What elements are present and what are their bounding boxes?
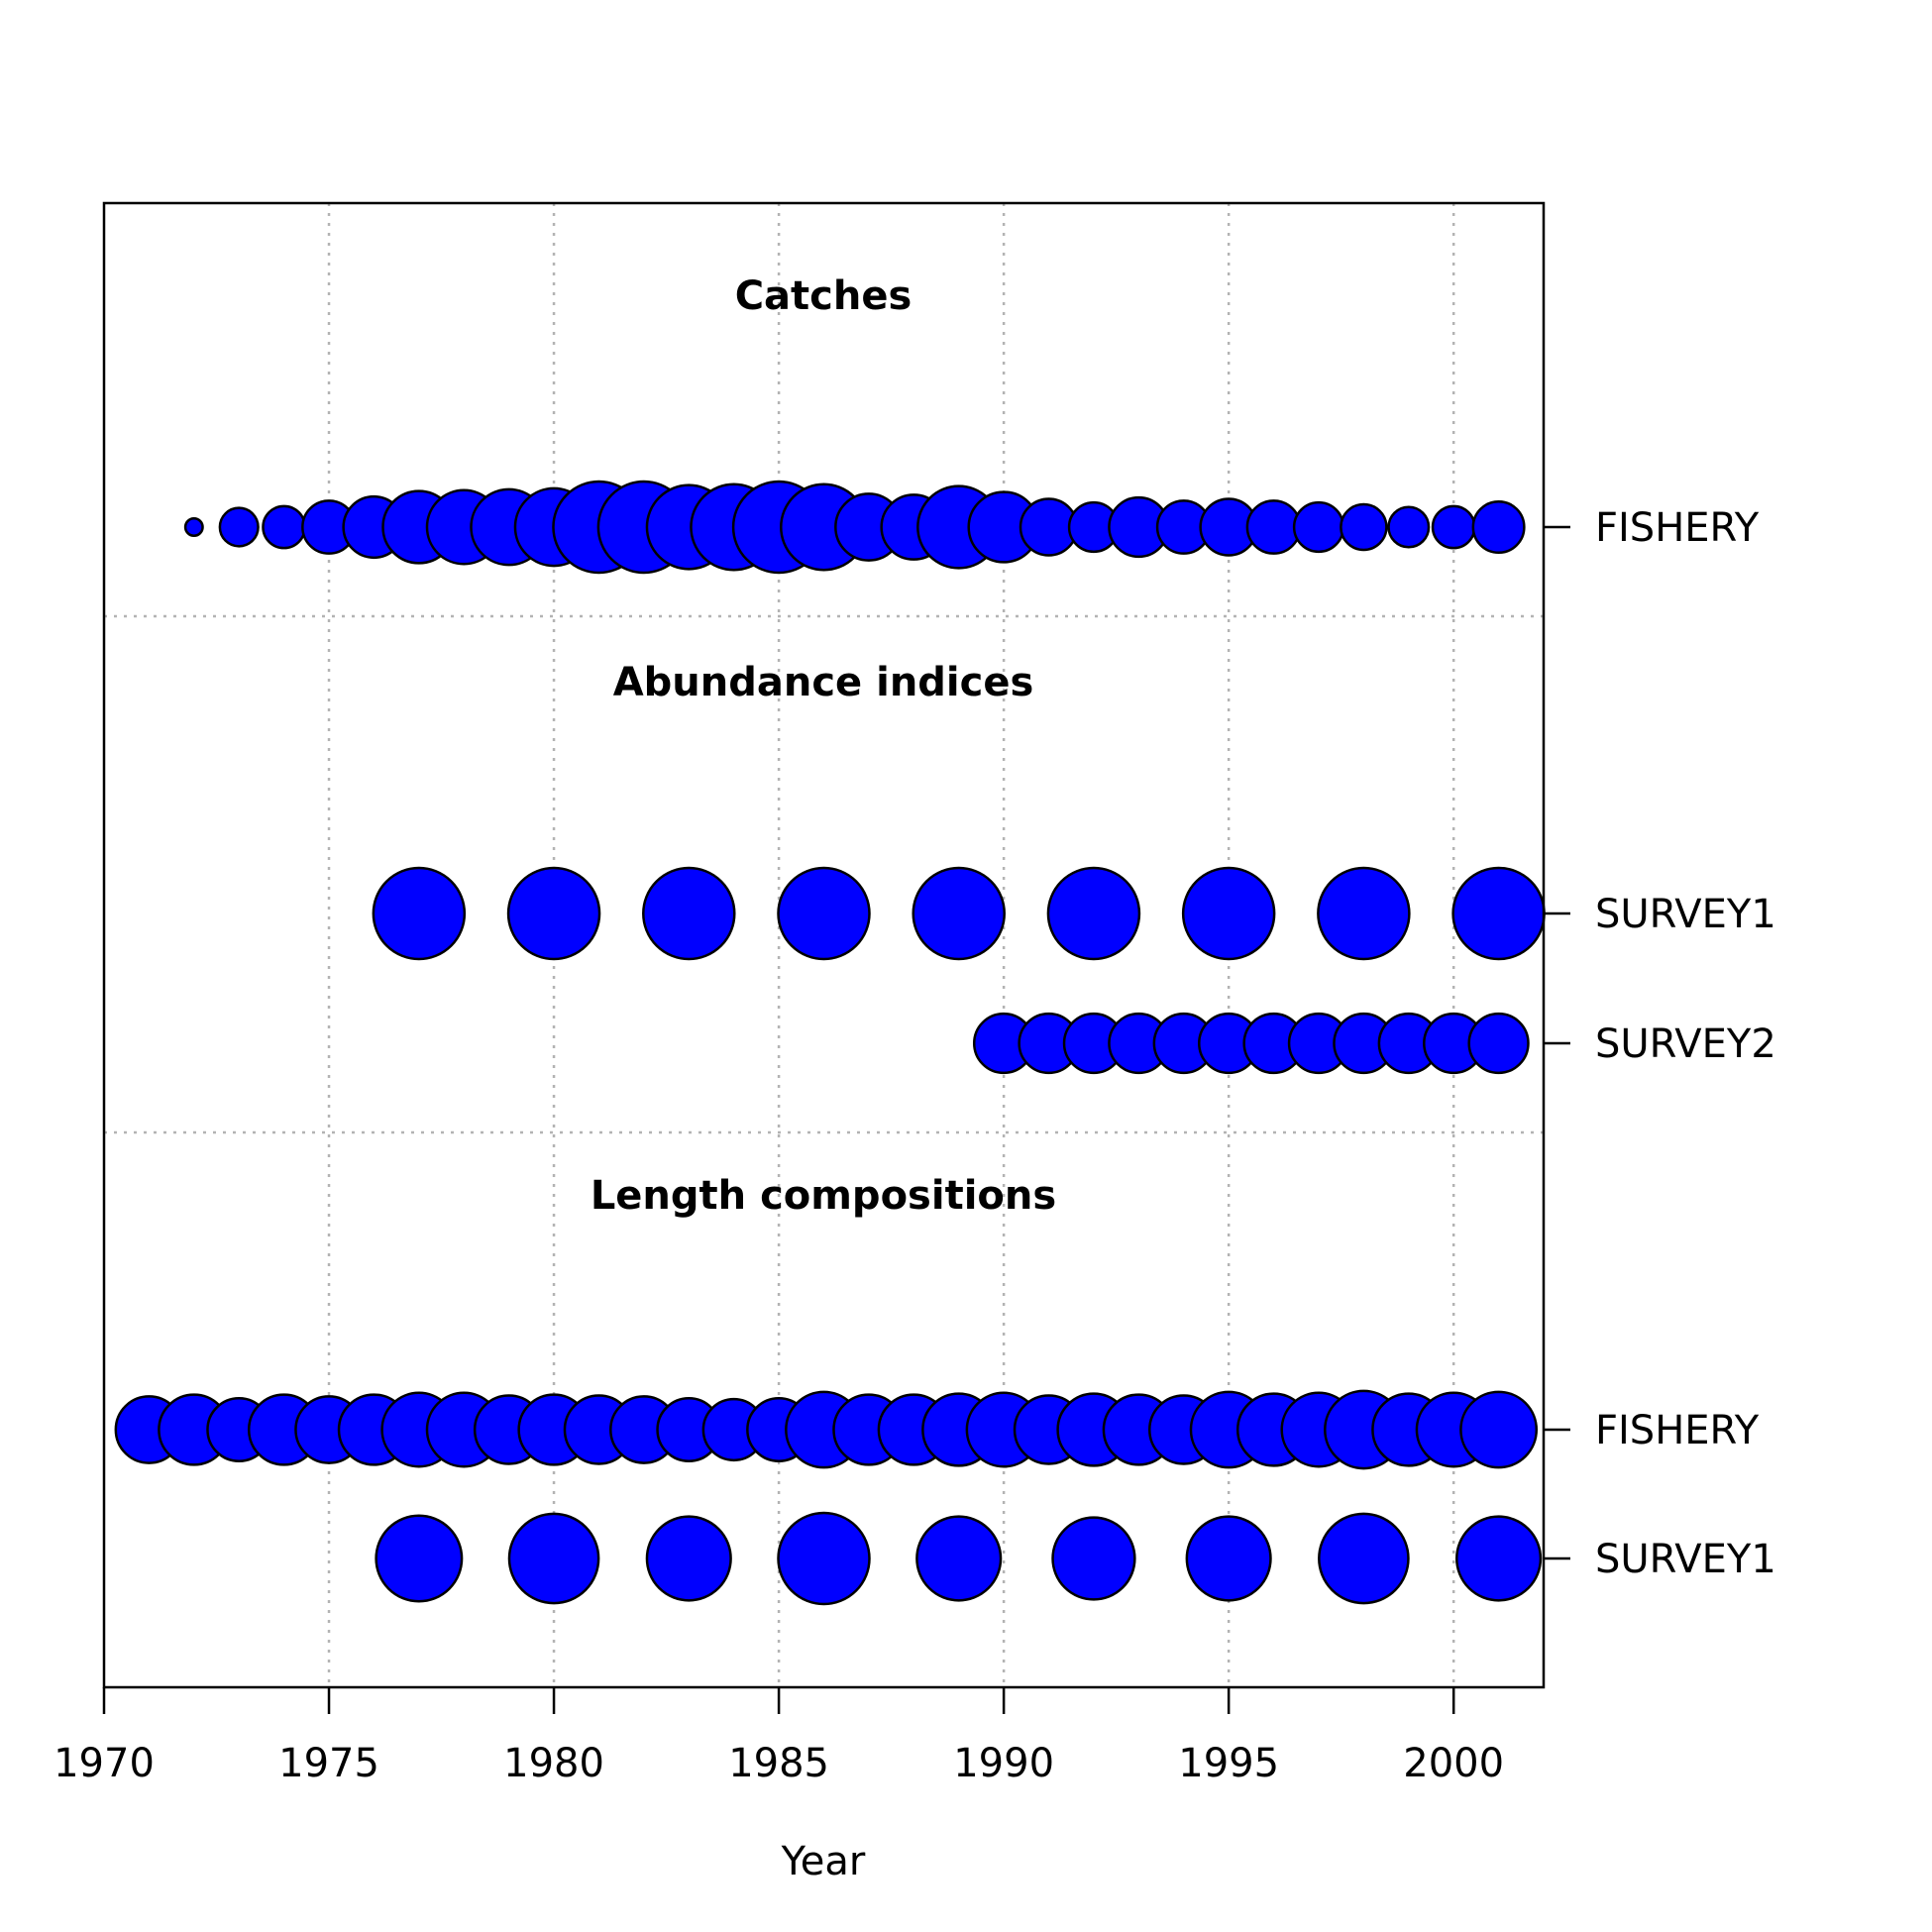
data-point — [642, 866, 736, 961]
x-axis-title: Year — [781, 1839, 866, 1884]
data-point — [777, 866, 871, 961]
data-point — [183, 517, 204, 537]
data-point — [1292, 500, 1345, 554]
x-tick-label: 2000 — [1403, 1741, 1504, 1786]
row-label: FISHERY — [1595, 505, 1760, 551]
data-point — [1046, 866, 1141, 961]
section-title: Abundance indices — [613, 660, 1034, 705]
x-tick-label: 1985 — [728, 1741, 829, 1786]
data-point — [262, 504, 307, 550]
x-tick-label: 1975 — [278, 1741, 379, 1786]
data-points — [114, 480, 1546, 1606]
data-point — [218, 506, 260, 548]
data-point — [1431, 504, 1476, 550]
data-point — [372, 866, 467, 961]
plot-frame — [102, 201, 1546, 1689]
row-label: SURVEY1 — [1595, 1537, 1776, 1582]
data-point — [645, 1515, 732, 1602]
data-point — [1467, 1012, 1530, 1075]
data-point — [1181, 866, 1276, 961]
data-point — [915, 1515, 1003, 1602]
row-label: SURVEY1 — [1595, 892, 1776, 937]
data-point — [1340, 502, 1388, 552]
x-tick-label: 1970 — [54, 1741, 155, 1786]
x-axis: 1970 1975 1980 1985 1990 1995 2000 — [54, 1687, 1504, 1786]
data-point — [1455, 1515, 1543, 1602]
section-title: Length compositions — [590, 1173, 1056, 1219]
x-tick-label: 1990 — [953, 1741, 1054, 1786]
row-label: SURVEY2 — [1595, 1021, 1776, 1067]
data-point — [912, 866, 1006, 961]
data-point — [375, 1514, 464, 1603]
data-point — [1451, 866, 1546, 961]
data-point — [1185, 1515, 1272, 1602]
section-title: Catches — [735, 273, 912, 319]
grid-lines — [104, 203, 1544, 1687]
data-point — [1245, 499, 1302, 555]
x-tick-label: 1980 — [503, 1741, 604, 1786]
x-tick-label: 1995 — [1178, 1741, 1279, 1786]
data-point — [1471, 499, 1526, 555]
data-point — [1387, 505, 1431, 549]
data-point — [507, 1512, 600, 1605]
data-point — [1459, 1390, 1539, 1469]
data-point — [1051, 1516, 1136, 1601]
data-point — [777, 1511, 871, 1606]
data-point — [506, 866, 601, 961]
data-point — [1318, 1512, 1410, 1605]
data-point — [1317, 866, 1411, 961]
section-titles: Catches Abundance indices Length compositi… — [590, 273, 1056, 1219]
row-axis: FISHERY SURVEY1 SURVEY2 FISHERY SURVEY1 — [1544, 505, 1776, 1582]
row-label: FISHERY — [1595, 1408, 1760, 1453]
